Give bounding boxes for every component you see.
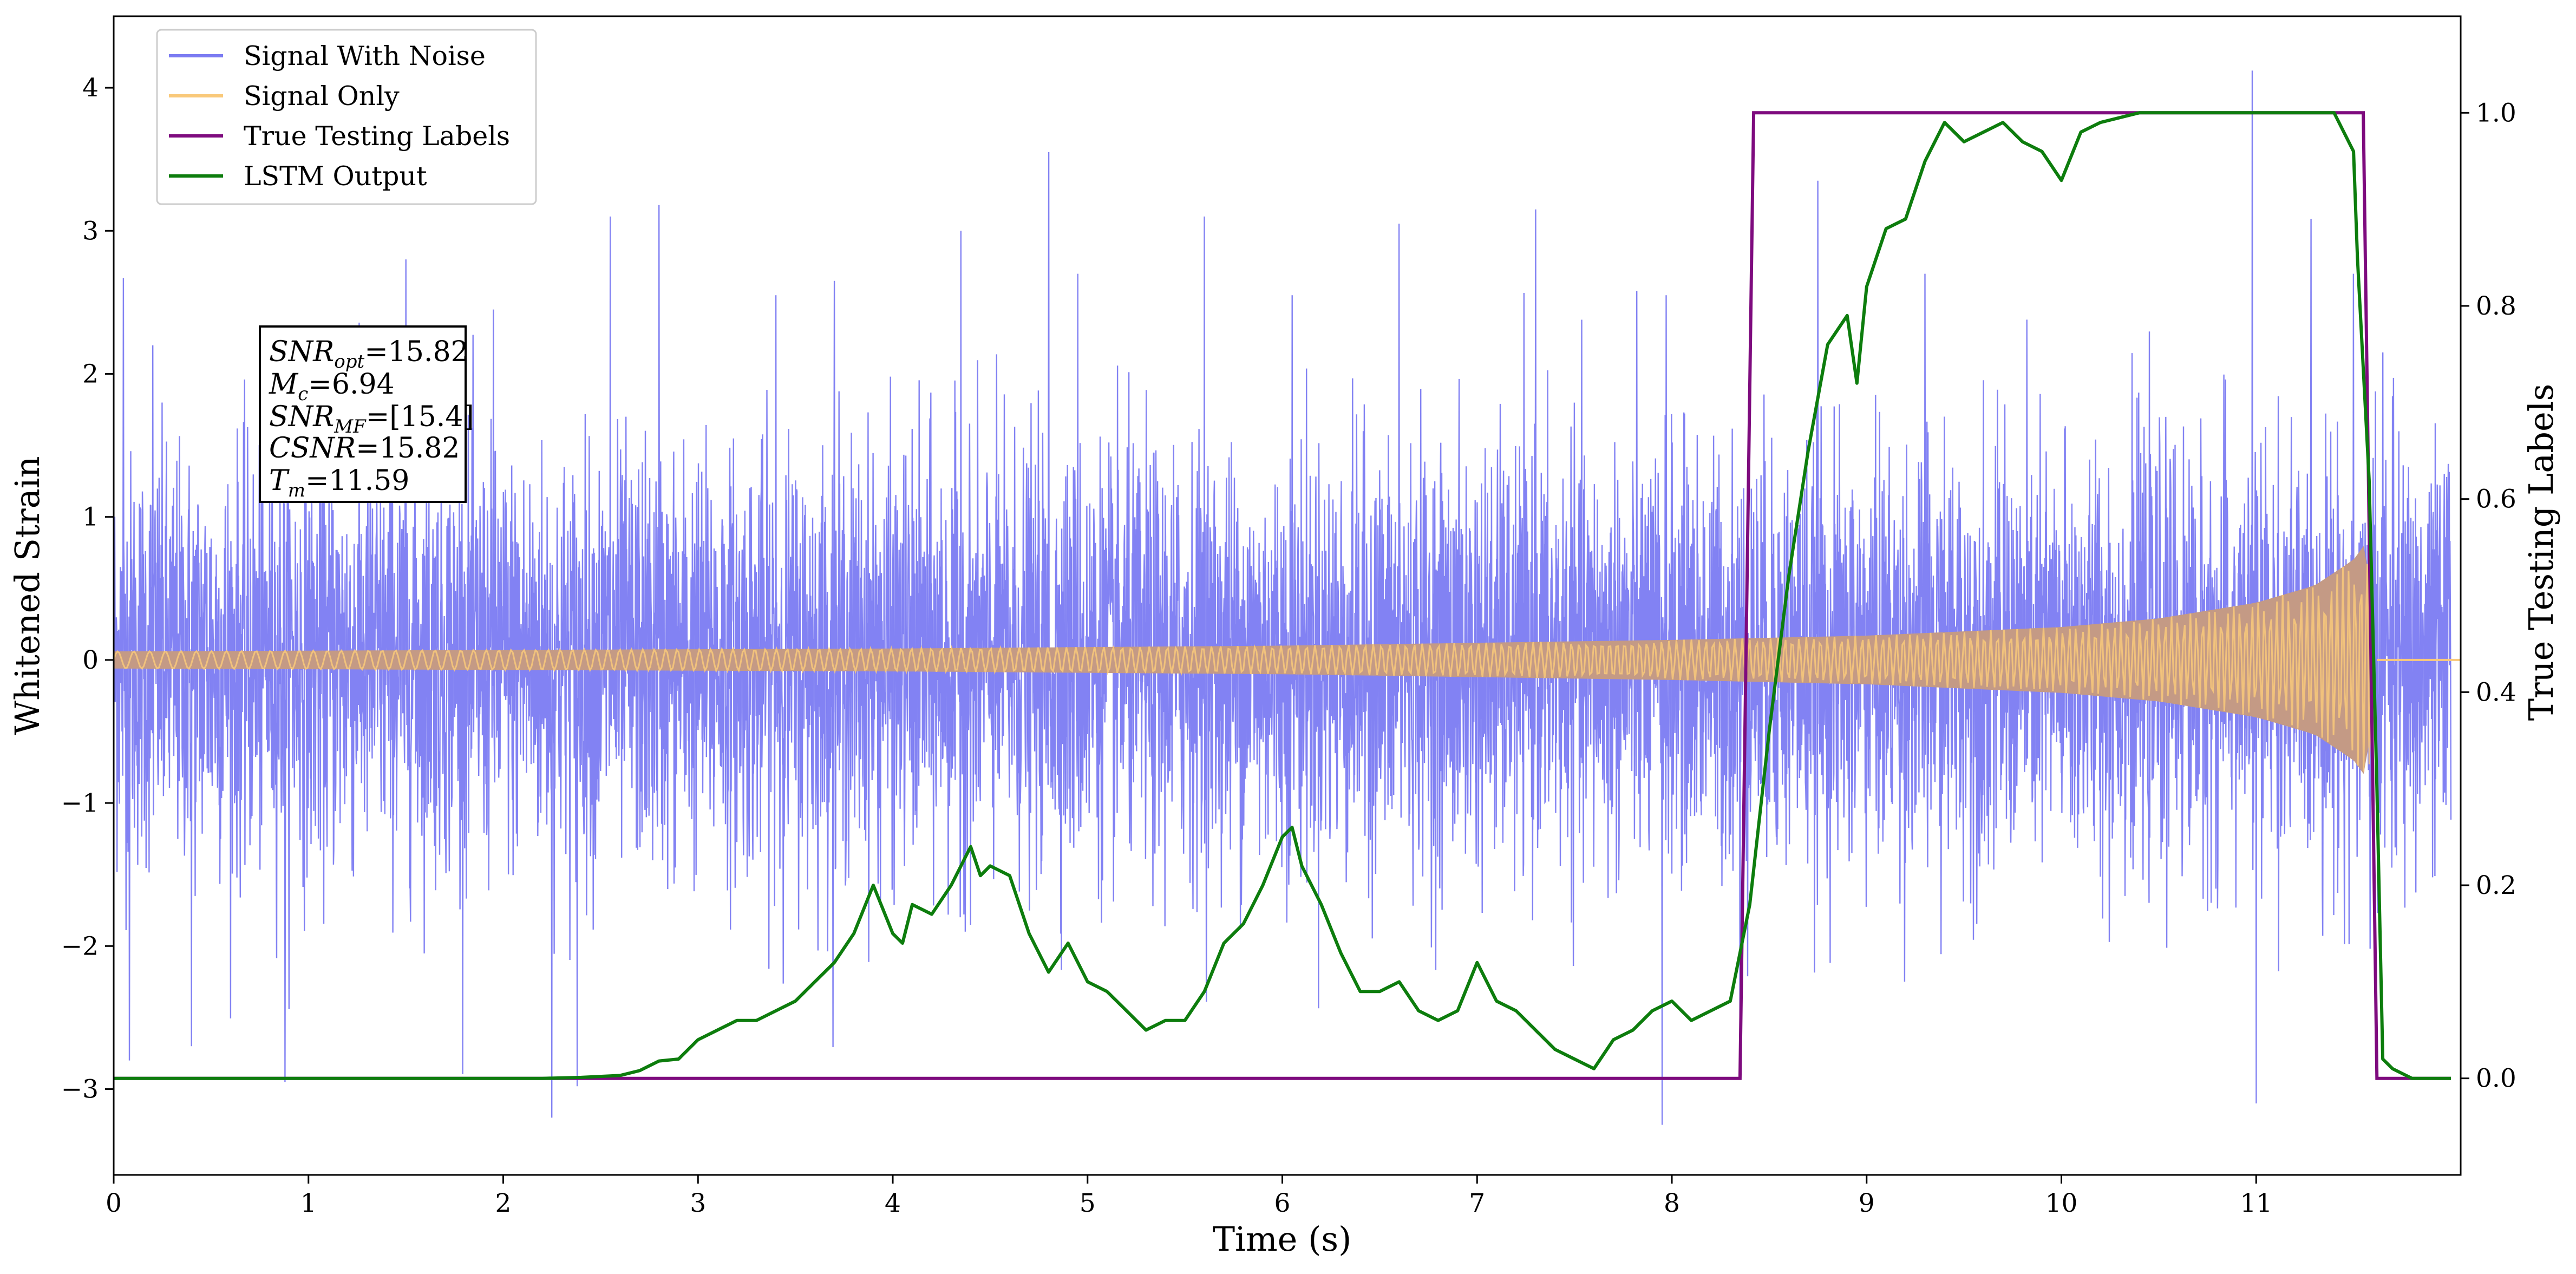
annotation-line-mc: Mc=6.94: [269, 368, 395, 405]
y-tick-label: 0: [82, 645, 99, 675]
y-tick-label: 4: [82, 73, 99, 103]
x-axis-ticks: 0 1 2 3 4 5 6 7 8 9 10 11: [106, 1175, 2272, 1218]
legend: Signal With Noise Signal Only True Testing…: [156, 29, 537, 205]
series-signal-only-band: [114, 546, 2374, 774]
y-tick-label: −2: [61, 931, 99, 961]
y2-tick-label: 0.4: [2476, 677, 2516, 707]
legend-frame: [156, 29, 537, 205]
x-tick-label: 8: [1664, 1188, 1680, 1218]
parameter-annotation-box: SNRopt=15.82 Mc=6.94 SNRMF=[15.4] CSNR=1…: [259, 325, 474, 503]
y2-tick-label: 0.0: [2476, 1064, 2516, 1094]
plot-frame: [113, 15, 2462, 1176]
legend-label-signal-only: Signal Only: [244, 81, 400, 112]
legend-label-true-testing-labels: True Testing Labels: [244, 121, 510, 152]
y2-axis-ticks: 0.0 0.2 0.4 0.6 0.8 1.0: [2461, 98, 2516, 1094]
x-tick-label: 4: [885, 1188, 901, 1218]
series-true-testing-labels: [114, 111, 2451, 1080]
annotation-line-snr-opt: SNRopt=15.82: [269, 336, 469, 373]
y2-tick-label: 1.0: [2476, 98, 2516, 128]
y-tick-label: −3: [61, 1074, 99, 1104]
y-tick-label: −1: [61, 788, 99, 818]
y-tick-label: 3: [82, 216, 99, 246]
y-tick-label: 1: [82, 502, 99, 532]
legend-label-signal-with-noise: Signal With Noise: [244, 41, 486, 71]
x-tick-label: 6: [1274, 1188, 1291, 1218]
x-tick-label: 3: [690, 1188, 706, 1218]
x-tick-label: 10: [2045, 1188, 2078, 1218]
series-signal-with-noise: [114, 70, 2452, 1125]
x-tick-label: 11: [2240, 1188, 2272, 1218]
annotation-line-snr-mf: SNRMF=[15.4]: [269, 401, 474, 437]
y-tick-label: 2: [82, 359, 99, 389]
annotation-line-tm: Tm=11.59: [269, 465, 409, 501]
y2-tick-label: 0.8: [2476, 291, 2516, 321]
x-tick-label: 7: [1469, 1188, 1485, 1218]
series-signal-only: [114, 564, 2374, 772]
x-tick-label: 0: [106, 1188, 122, 1218]
plot-area: [114, 70, 2461, 1125]
y-axis-title: Whitened Strain: [8, 456, 47, 735]
x-axis-title: Time (s): [1213, 1219, 1352, 1259]
series-lstm-output: [114, 111, 2451, 1080]
y-axis-ticks: −3 −2 −1 0 1 2 3 4: [61, 73, 114, 1104]
legend-label-lstm-output: LSTM Output: [244, 161, 427, 192]
x-tick-label: 5: [1080, 1188, 1096, 1218]
y2-tick-label: 0.2: [2476, 871, 2516, 900]
y2-tick-label: 0.6: [2476, 485, 2516, 514]
x-tick-label: 1: [300, 1188, 317, 1218]
x-tick-label: 9: [1859, 1188, 1875, 1218]
annotation-line-csnr: CSNR=15.82: [269, 432, 460, 465]
y2-axis-title: True Testing Labels: [2521, 384, 2561, 721]
x-tick-label: 2: [495, 1188, 512, 1218]
annotation-frame: [259, 325, 467, 503]
